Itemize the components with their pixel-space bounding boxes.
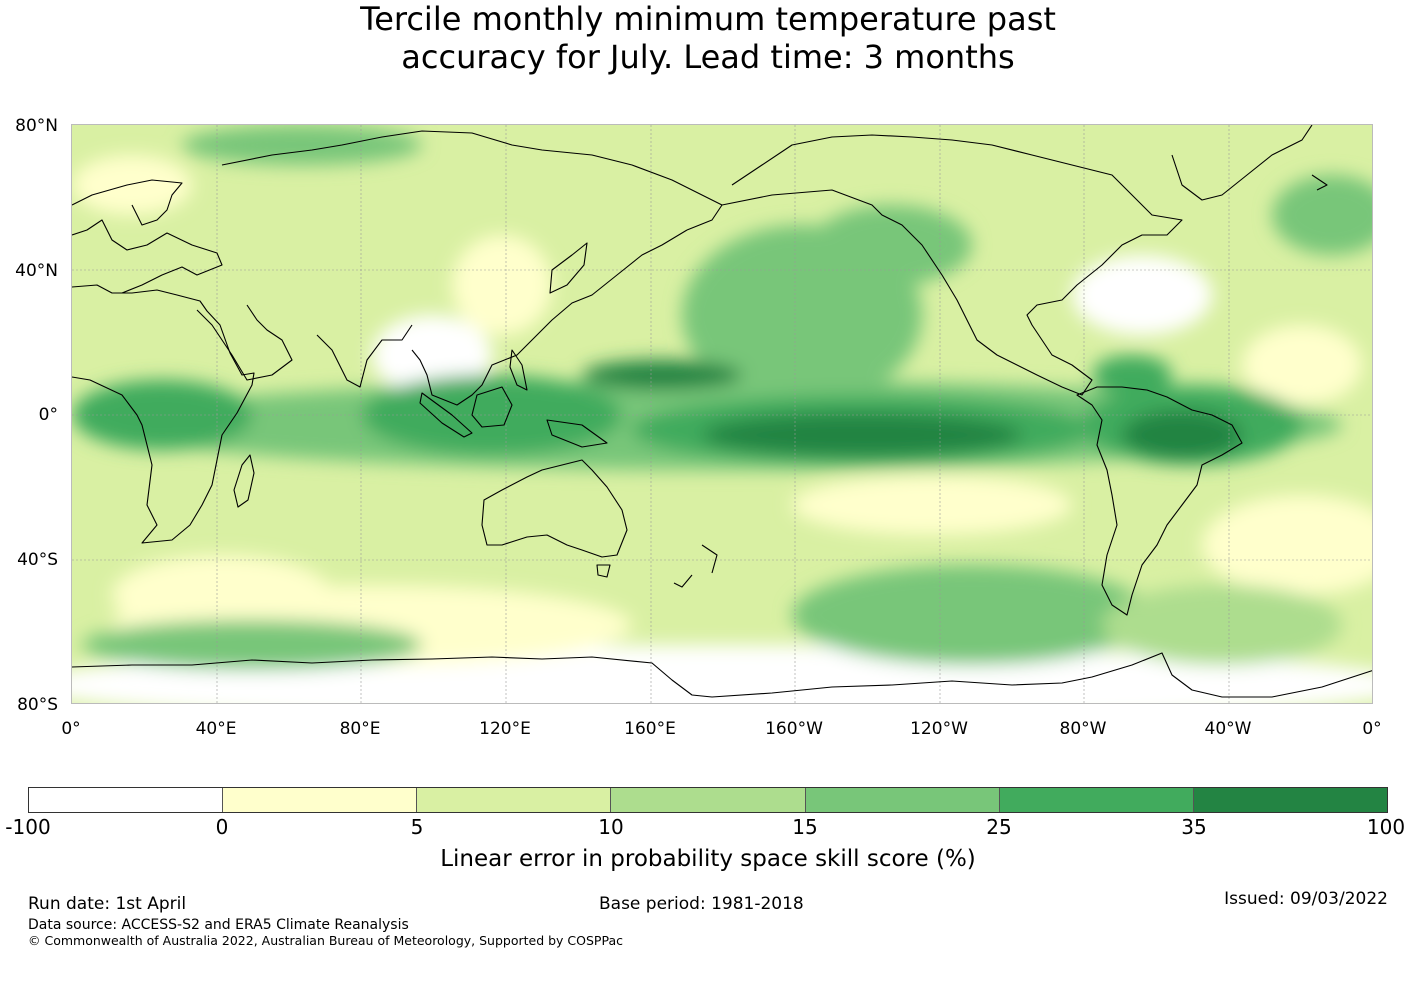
title-line-1: Tercile monthly minimum temperature past [360, 0, 1056, 38]
lon-label-40e: 40°E [195, 719, 237, 739]
lon-label-0-left: 0° [61, 719, 81, 739]
field-patch [1242, 325, 1362, 405]
lat-label-80n: 80°N [15, 116, 58, 136]
colorbar-segment [999, 788, 1194, 812]
lat-label-0: 0° [38, 405, 58, 425]
lat-label-80s: 80°S [17, 695, 58, 715]
field-patch [72, 155, 192, 215]
colorbar-label: Linear error in probability space skill … [440, 846, 976, 872]
colorbar-tick: 15 [792, 815, 818, 839]
colorbar-tick: -100 [5, 815, 51, 839]
colorbar-segment [417, 788, 612, 812]
coastline-north-america [721, 134, 1183, 396]
field-patch [582, 360, 742, 390]
field-patch [1122, 410, 1242, 460]
field-patch [82, 620, 422, 670]
field-patch [792, 565, 1152, 665]
lat-label-40s: 40°S [17, 550, 58, 570]
coastline-greenland [1171, 125, 1328, 201]
coastline-south-america [1076, 386, 1243, 616]
colorbar-segment [611, 788, 806, 812]
lon-label-120e: 120°E [479, 719, 531, 739]
coastline-new-guinea [546, 419, 608, 448]
colorbar-tick: 0 [215, 815, 229, 839]
field-patch [112, 555, 332, 635]
field-patch [452, 235, 552, 335]
colorbar-segment [223, 788, 418, 812]
coastline-japan [549, 242, 588, 294]
coastline-tasmania [596, 564, 611, 578]
colorbar-segment [805, 788, 1000, 812]
coastline-philippines [509, 349, 528, 391]
copyright: © Commonwealth of Australia 2022, Austra… [28, 933, 623, 948]
issued-date: Issued: 09/03/2022 [1224, 889, 1388, 909]
skill-field [72, 125, 1372, 703]
lon-label-80e: 80°E [339, 719, 381, 739]
lon-label-160w: 160°W [765, 719, 823, 739]
coastlines [72, 125, 1372, 698]
field-patch [182, 125, 422, 165]
skill-score-map [71, 124, 1373, 704]
colorbar-tick: 100 [1366, 815, 1406, 839]
coastline-africa [72, 284, 255, 544]
coastline-sumatra [419, 392, 473, 438]
lat-label-40n: 40°N [15, 261, 58, 281]
map-canvas [72, 125, 1372, 703]
coastline-australia [481, 459, 628, 558]
coastline-europe [72, 179, 223, 294]
coastline-new-zealand [673, 544, 718, 588]
coastline-north-asia [221, 130, 723, 231]
field-patch [1092, 355, 1172, 395]
lon-label-120w: 120°W [910, 719, 968, 739]
lon-label-40w: 40°W [1204, 719, 1252, 739]
colorbar-tick: 10 [598, 815, 624, 839]
coastline-borneo [471, 386, 513, 428]
lon-label-160e: 160°E [624, 719, 676, 739]
colorbar-segment [29, 788, 224, 812]
coastline-arabia [196, 304, 293, 381]
field-patch [792, 475, 1072, 535]
colorbar [28, 787, 1388, 813]
title-line-2: accuracy for July. Lead time: 3 months [401, 38, 1015, 76]
lon-label-0-right: 0° [1362, 719, 1382, 739]
gridlines [72, 125, 1372, 703]
coastline-india [316, 324, 413, 388]
field-patch [1272, 175, 1372, 255]
run-date: Run date: 1st April [28, 894, 187, 914]
field-patch [702, 413, 1022, 457]
coastline-east-asia [411, 229, 688, 406]
coastline-madagascar [233, 454, 255, 508]
field-patch [1202, 495, 1372, 595]
base-period: Base period: 1981-2018 [599, 894, 804, 914]
colorbar-segment [1193, 788, 1387, 812]
data-source: Data source: ACCESS-S2 and ERA5 Climate … [28, 917, 409, 933]
field-patch [372, 315, 492, 395]
lon-label-80w: 80°W [1059, 719, 1107, 739]
colorbar-tick: 5 [410, 815, 424, 839]
coastline-antarctica [72, 652, 1372, 698]
colorbar-tick: 25 [986, 815, 1012, 839]
field-patch [812, 205, 972, 285]
field-patch [1102, 585, 1342, 665]
colorbar-tick: 35 [1181, 815, 1207, 839]
field-patch [1072, 255, 1212, 335]
map-title: Tercile monthly minimum temperature past… [0, 0, 1416, 76]
